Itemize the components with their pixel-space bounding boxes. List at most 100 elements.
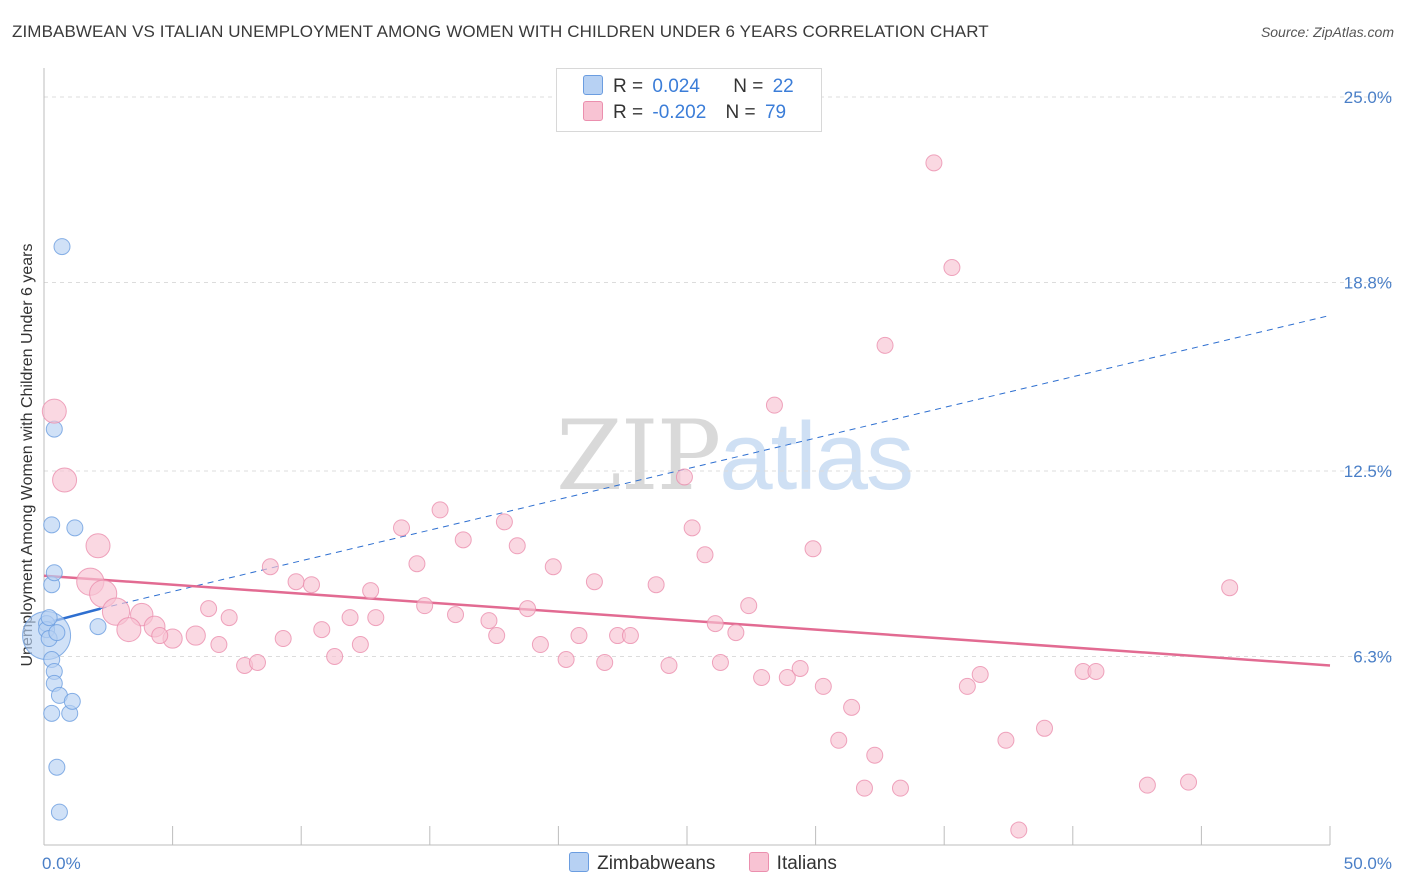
point-italians-59 — [814, 677, 832, 695]
chart-title: ZIMBABWEAN VS ITALIAN UNEMPLOYMENT AMONG… — [12, 22, 989, 41]
point-zimbabweans-8 — [53, 238, 71, 256]
point-zimbabweans-16 — [48, 758, 66, 776]
point-italians-42 — [596, 653, 614, 671]
point-italians-34 — [495, 513, 513, 531]
point-italians-19 — [302, 576, 320, 594]
point-zimbabweans-17 — [50, 803, 68, 821]
point-italians-66 — [925, 154, 943, 172]
legend-n-value-italians: 79 — [764, 102, 787, 123]
point-zimbabweans-19 — [89, 618, 107, 636]
point-italians-22 — [341, 609, 359, 627]
source-label: Source: ZipAtlas.com — [1260, 24, 1394, 40]
point-italians-72 — [1036, 719, 1054, 737]
point-zimbabweans-6 — [43, 516, 61, 534]
y-tick-label-1: 12.5% — [1344, 462, 1392, 481]
point-italians-74 — [1087, 662, 1105, 680]
point-italians-5 — [101, 597, 131, 626]
point-italians-48 — [683, 519, 701, 537]
point-italians-39 — [557, 650, 575, 668]
point-italians-52 — [727, 624, 745, 642]
point-italians-16 — [261, 558, 279, 576]
point-zimbabweans-5 — [45, 564, 63, 582]
point-italians-27 — [408, 555, 426, 573]
legend-item-italians[interactable]: Italians — [748, 852, 837, 875]
point-italians-63 — [866, 746, 884, 764]
point-italians-46 — [660, 656, 678, 674]
point-italians-17 — [274, 630, 292, 648]
legend-label-italians: Italians — [776, 853, 837, 874]
point-italians-71 — [1010, 821, 1028, 839]
point-italians-40 — [570, 627, 588, 645]
point-italians-0 — [41, 398, 67, 424]
point-italians-13 — [210, 636, 228, 654]
point-zimbabweans-3 — [40, 609, 58, 627]
trend-line-zimbabweans-dashed — [100, 314, 1331, 610]
point-italians-55 — [765, 396, 783, 414]
point-italians-24 — [362, 582, 380, 600]
point-italians-28 — [416, 597, 434, 615]
legend-n-label: N = — [733, 76, 764, 97]
point-italians-36 — [519, 600, 537, 618]
legend-r-label: R = — [613, 102, 644, 123]
point-italians-1 — [52, 467, 78, 493]
correlation-legend: R = 0.024 N = 22 R = -0.202 N = 79 — [556, 68, 822, 132]
point-zimbabweans-18 — [66, 519, 84, 537]
watermark-atlas: atlas — [719, 403, 914, 510]
legend-row-italians: R = -0.202 N = 79 — [583, 101, 786, 127]
point-italians-68 — [958, 677, 976, 695]
point-italians-65 — [891, 779, 909, 797]
tick-labels: 6.3% 12.5% 18.8% 25.0% 0.0% 50.0% — [42, 88, 1392, 873]
legend-n-label: N = — [725, 102, 756, 123]
point-italians-53 — [740, 597, 758, 615]
legend-swatch-italians — [583, 101, 603, 121]
point-italians-37 — [531, 636, 549, 654]
point-italians-2 — [85, 533, 111, 559]
legend-swatch-italians — [748, 852, 769, 872]
point-italians-38 — [544, 558, 562, 576]
point-italians-50 — [706, 615, 724, 633]
point-italians-77 — [1221, 579, 1239, 597]
point-italians-69 — [971, 665, 989, 683]
point-italians-12 — [220, 609, 238, 627]
point-italians-18 — [287, 573, 305, 591]
point-italians-58 — [804, 540, 822, 558]
x-tick-label-0: 0.0% — [42, 854, 81, 873]
legend-r-label: R = — [613, 76, 644, 97]
legend-n-value-zimbabweans: 22 — [772, 76, 794, 97]
point-italians-70 — [997, 731, 1015, 749]
point-italians-32 — [480, 612, 498, 630]
point-italians-75 — [1138, 776, 1156, 794]
trend-line-italians-solid — [43, 574, 1331, 667]
point-italians-56 — [778, 668, 796, 686]
point-italians-30 — [447, 606, 465, 624]
point-italians-26 — [393, 519, 411, 537]
legend-item-zimbabweans[interactable]: Zimbabweans — [569, 852, 715, 875]
data-points — [22, 154, 1239, 839]
y-tick-label-3: 25.0% — [1344, 88, 1392, 107]
point-italians-76 — [1180, 773, 1198, 791]
point-italians-61 — [843, 698, 861, 716]
point-italians-45 — [647, 576, 665, 594]
x-tick-label-1: 50.0% — [1344, 854, 1392, 873]
point-italians-33 — [488, 627, 506, 645]
point-italians-21 — [326, 648, 344, 666]
y-tick-label-2: 18.8% — [1344, 274, 1392, 293]
point-italians-64 — [876, 336, 894, 354]
point-italians-41 — [585, 573, 603, 591]
point-italians-7 — [116, 617, 142, 643]
point-italians-31 — [454, 531, 472, 549]
point-italians-25 — [367, 609, 385, 627]
point-italians-20 — [313, 621, 331, 639]
trend-lines — [43, 314, 1331, 667]
y-tick-label-0: 6.3% — [1353, 648, 1392, 667]
point-italians-29 — [431, 501, 449, 519]
point-italians-11 — [200, 600, 218, 618]
point-italians-67 — [943, 259, 961, 277]
legend-row-zimbabweans: R = 0.024 N = 22 — [583, 75, 794, 101]
point-italians-51 — [711, 653, 729, 671]
legend-swatch-zimbabweans — [583, 75, 603, 95]
legend-label-zimbabweans: Zimbabweans — [597, 853, 716, 874]
point-italians-23 — [351, 636, 369, 654]
point-italians-78 — [151, 627, 169, 645]
